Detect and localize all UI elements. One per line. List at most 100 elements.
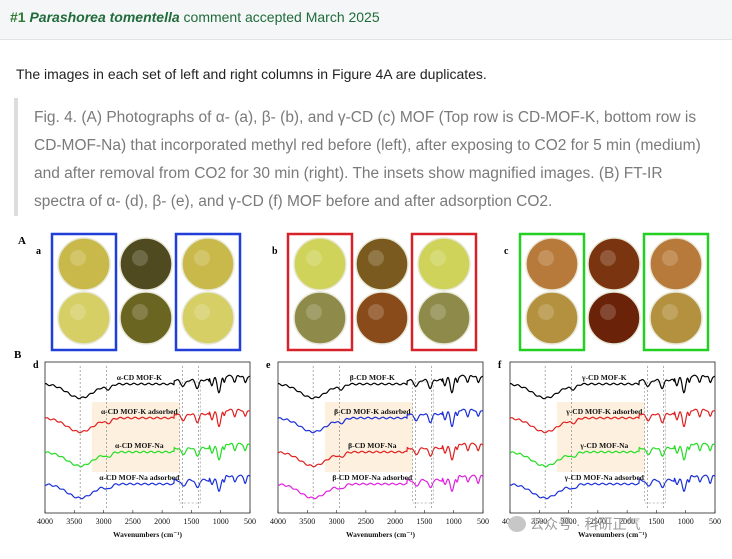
photo-panel-label-b: b [272, 246, 278, 257]
spectrum-glow [556, 402, 645, 472]
photo-frame-left [518, 232, 586, 352]
photo-frame-right [410, 232, 478, 352]
x-tick-label: 1500 [416, 517, 432, 526]
series-label: α-CD MOF-Na [115, 441, 164, 450]
zoom-box [412, 381, 434, 504]
photo-dish [57, 291, 111, 345]
spectrum-series-f-1 [509, 408, 715, 434]
x-tick-label: 4000 [37, 517, 53, 526]
photo-highlight [194, 304, 210, 320]
series-label: α-CD MOF-K adsorbed [101, 407, 179, 416]
x-tick-label: 3500 [66, 517, 82, 526]
x-axis-label: Wavenumbers (cm⁻¹) [346, 530, 415, 539]
zoom-box [644, 381, 666, 504]
photo-highlight [600, 250, 616, 266]
photo-dish [417, 237, 471, 291]
photo-highlight [194, 250, 210, 266]
series-label: α-CD MOF-Na adsorbed [99, 473, 180, 482]
photo-highlight [306, 250, 322, 266]
photo-highlight [430, 250, 446, 266]
photo-highlight [538, 250, 554, 266]
x-axis-label: Wavenumbers (cm⁻¹) [113, 530, 182, 539]
figure-4-svg: A Ba b c d 4000 3500 3000 2500 2000 1500 1000 500 Wav… [14, 232, 721, 539]
comment-status: comment accepted March 2025 [179, 9, 380, 25]
x-tick-label: 1000 [446, 517, 462, 526]
photo-highlight [132, 250, 148, 266]
spectrum-series-e-1 [277, 408, 483, 434]
spectrum-series-d-0 [45, 374, 251, 400]
spectrum-glow [324, 402, 413, 472]
series-label: β-CD MOF-K adsorbed [334, 407, 411, 416]
photo-dish [181, 291, 235, 345]
photo-dish [119, 237, 173, 291]
comment-header: #1 Parashorea tomentella comment accepte… [0, 0, 732, 40]
watermark-text: 公众号 · 科研正气 [530, 516, 641, 532]
spectrum-series-f-0 [510, 374, 716, 400]
photo-dish [355, 291, 409, 345]
x-tick-label: 1500 [183, 517, 199, 526]
comment-intro: The images in each set of left and right… [16, 66, 487, 82]
photo-highlight [600, 304, 616, 320]
photo-frame-left [286, 232, 354, 352]
spectrum-panel-label-d: d [33, 360, 39, 371]
spectrum-frame-f [509, 361, 716, 514]
photo-dish [57, 237, 111, 291]
spectrum-series-e-2 [277, 442, 484, 468]
x-tick-label: 3000 [96, 517, 112, 526]
photo-dish [525, 237, 579, 291]
x-tick-label: 2500 [358, 517, 374, 526]
x-tick-label: 500 [244, 517, 256, 526]
series-label: γ-CD MOF-Na adsorbed [564, 473, 645, 482]
photo-dish [119, 291, 173, 345]
series-label: γ-CD MOF-Na [579, 441, 628, 450]
zoom-box [179, 381, 201, 504]
photo-frame-right [174, 232, 242, 352]
photo-dish [355, 237, 409, 291]
x-tick-label: 1000 [213, 517, 229, 526]
x-tick-label: 3000 [561, 517, 577, 526]
spectrum-series-d-3 [44, 474, 251, 500]
comment-title[interactable]: #1 Parashorea tomentella comment accepte… [10, 9, 380, 25]
photo-highlight [132, 304, 148, 320]
series-label: α-CD MOF-K [117, 373, 162, 382]
figure-caption-quote: Fig. 4. (A) Photographs of α- (a), β- (b… [14, 98, 714, 216]
spectrum-series-f-3 [509, 474, 716, 500]
photo-dish [293, 237, 347, 291]
watermark: 公众号 · 科研正气 [508, 514, 640, 534]
x-tick-label: 2500 [125, 517, 141, 526]
comment-number: #1 [10, 9, 26, 25]
photo-highlight [70, 250, 86, 266]
photo-dish [587, 291, 641, 345]
spectrum-glow [91, 402, 180, 472]
x-tick-label: 3500 [299, 517, 315, 526]
photo-dish [525, 291, 579, 345]
x-tick-label: 2000 [619, 517, 635, 526]
wechat-icon [508, 516, 526, 532]
spectrum-series-f-2 [509, 442, 716, 468]
photo-highlight [70, 304, 86, 320]
x-tick-label: 500 [477, 517, 489, 526]
x-tick-label: 500 [709, 517, 721, 526]
photo-panel-label-c: c [504, 246, 509, 257]
photo-dish [587, 237, 641, 291]
photo-highlight [368, 250, 384, 266]
series-label: β-CD MOF-K [350, 373, 395, 382]
x-tick-label: 2000 [154, 517, 170, 526]
x-tick-label: 2000 [387, 517, 403, 526]
photo-dish [649, 291, 703, 345]
photo-highlight [538, 304, 554, 320]
x-tick-label: 4000 [270, 517, 286, 526]
panel-B-label: B [14, 349, 22, 361]
x-tick-label: 1500 [648, 517, 664, 526]
photo-dish [649, 237, 703, 291]
series-label: γ-CD MOF-K adsorbed [565, 407, 643, 416]
series-label: γ-CD MOF-K [581, 373, 627, 382]
x-axis-label: Wavenumbers (cm⁻¹) [578, 530, 647, 539]
photo-highlight [430, 304, 446, 320]
series-label: β-CD MOF-Na adsorbed [332, 473, 413, 482]
species-name[interactable]: Parashorea tomentella [29, 9, 180, 25]
photo-highlight [306, 304, 322, 320]
x-tick-label: 1000 [678, 517, 694, 526]
spectrum-series-e-0 [278, 374, 484, 400]
